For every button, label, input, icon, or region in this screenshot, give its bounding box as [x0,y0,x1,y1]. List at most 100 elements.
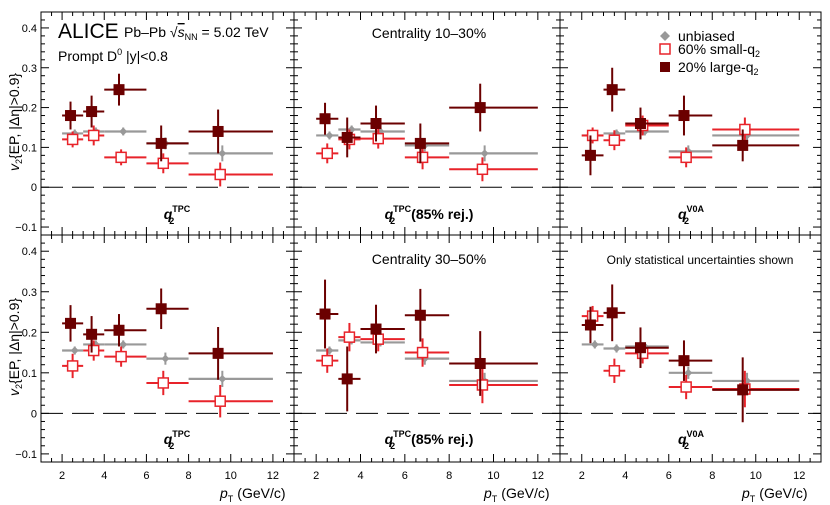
particle-label: Prompt D0 |y|<0.8 [58,47,168,64]
panel-frame [40,234,295,463]
panels-layer: −0.1 0 0.1 0.2 0.3 0.4 −0.1 0 0.1 0.2 0.3 0.4 2 4 6 8 10… [15,11,822,482]
panel-1-1: 2 4 6 8 10 12 [293,234,561,482]
data-point [161,354,170,363]
data-point [115,151,127,164]
panel-0-1 [293,11,561,236]
data-point [476,163,489,176]
panel-0-2 [559,11,822,236]
x-tick-label: 4 [622,470,628,482]
data-point [737,139,749,151]
data-point [414,309,426,321]
collision-system: Pb–Pb √sNN = 5.02 TeV [124,24,269,42]
data-point [155,303,167,315]
data-point [86,106,98,118]
series-0 [62,340,273,388]
data-point [606,307,618,319]
data-point [416,151,429,164]
x-tick-label: 12 [793,470,805,482]
data-point [606,84,618,96]
data-point [212,347,224,359]
panel-1-0: −0.1 0 0.1 0.2 0.3 0.4 2 4 6 8 10 12 [15,234,295,482]
data-point [634,342,646,354]
y-axis-title-bottom: v2{EP, |Δη|>0.9} [6,298,24,396]
data-point [65,110,77,122]
series-1 [581,115,800,168]
data-point [680,151,692,164]
series-2 [62,73,273,162]
y-tick-label: 0 [31,408,37,420]
series-2 [581,67,800,176]
x-tick-label: 8 [709,470,715,482]
series-1 [62,340,273,418]
series-1 [316,322,538,404]
data-point [70,346,79,355]
y-tick-label: −0.1 [15,449,37,461]
data-point [66,360,79,372]
y-tick-label: −0.1 [15,222,37,234]
x-tick-label: 2 [59,470,65,482]
data-point [684,368,693,377]
data-point [214,168,226,181]
y-tick-label: 0.1 [22,368,37,380]
x-tick-label: 2 [313,470,319,482]
estimator-label-top-center: qTPC 2 (85% rej.) [385,204,474,226]
x-tick-label: 12 [532,470,544,482]
legend-marker-small-q2 [659,43,671,55]
uncertainty-note: Only statistical uncertainties shown [607,253,794,267]
x-axis-title-center: pT (GeV/c) [483,485,550,504]
data-point [372,132,384,145]
data-point [321,147,333,160]
series-1 [62,125,273,187]
data-point [476,379,489,391]
data-point [678,355,690,367]
data-point [584,149,596,161]
data-point [474,102,486,114]
data-point [113,324,125,336]
panel-1-2: 2 4 6 8 10 12 [559,234,822,482]
legend-label-small-q2: 60% small-q2 [678,41,760,59]
data-point [87,344,100,357]
data-point [341,373,353,385]
data-point [321,354,333,367]
legend-entry-unbiased: unbiased [660,28,735,44]
y-tick-label: 0.4 [22,23,37,35]
y-tick-label: 0.3 [22,63,37,75]
x-tick-label: 4 [357,470,363,482]
data-point [608,365,621,377]
data-point [370,118,382,129]
data-point [115,350,127,363]
estimator-label-bottom-left: qTPC 2 [164,429,191,451]
legend-entry-large-q2: 20% large-q2 [660,59,759,77]
data-point [157,157,170,170]
series-2 [316,279,538,412]
legend: unbiased 60% small-q2 20% large-q2 [659,28,760,77]
data-point [590,340,599,349]
data-point [325,131,334,140]
x-tick-label: 6 [666,470,672,482]
data-point [370,323,382,335]
data-point [372,333,384,345]
legend-marker-large-q2 [660,62,670,72]
estimator-label-bottom-right: qV0A 2 [678,429,705,451]
data-point [480,149,489,158]
data-point [65,317,77,329]
data-point [155,137,167,149]
x-tick-label: 6 [143,470,149,482]
centrality-label-bottom: Centrality 30–50% [372,251,486,267]
data-point [341,131,353,143]
x-tick-label: 6 [402,470,408,482]
data-point [737,384,749,396]
data-point [87,129,100,142]
x-tick-label: 12 [267,470,279,482]
y-tick-label: 0.2 [22,103,37,115]
legend-label-unbiased: unbiased [678,28,735,44]
centrality-label-top: Centrality 10–30% [372,25,486,41]
data-point [634,118,646,129]
data-point [218,374,227,383]
data-point [113,84,125,96]
series-2 [581,284,800,423]
data-point [678,110,690,122]
data-point [680,381,692,393]
series-2 [62,288,273,380]
